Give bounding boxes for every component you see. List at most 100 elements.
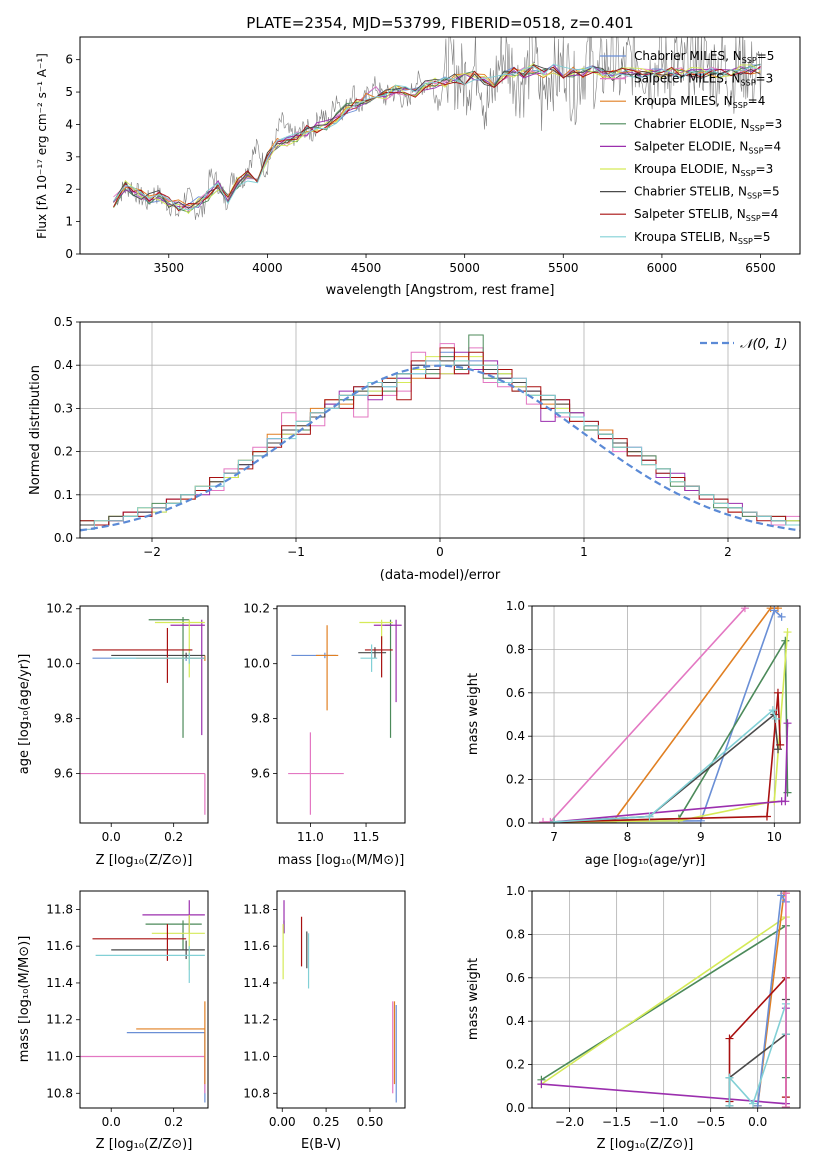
axes-frame	[276, 890, 406, 1109]
y-tick-label: 11.6	[46, 939, 73, 953]
mass-weight-marker	[781, 636, 790, 645]
mass-weight-line	[553, 608, 783, 823]
x-tick-label: 0.0	[102, 1115, 121, 1129]
legend-label: Chabrier ELODIE, NSSP=3	[634, 117, 782, 133]
axes-frame	[79, 321, 801, 539]
y-tick-label: 9.6	[251, 767, 270, 781]
y-tick-label: 0.2	[506, 1058, 525, 1072]
axes-frame	[531, 605, 801, 824]
mass-weight-marker	[783, 719, 792, 728]
mass-weight-line	[553, 712, 779, 823]
y-tick-label: 11.8	[46, 902, 73, 916]
mass-vs-Z-plot-area: 0.0 0.2 10.8 11.0 11.2 11.4 11.6 11.8	[46, 890, 209, 1129]
x-tick-label: 0.2	[164, 830, 183, 844]
mass-weight-line	[553, 637, 789, 823]
y-tick-label: 0.4	[506, 1014, 525, 1028]
mass-weight-marker	[771, 714, 780, 723]
y-tick-label: 0.5	[54, 315, 73, 329]
x-tick-label: 0.0	[748, 1115, 767, 1129]
mass-weight-marker	[773, 688, 782, 697]
y-tick-label: 1.0	[506, 599, 525, 613]
legend-label: Salpeter MILES, NSSP=3	[634, 72, 773, 88]
mass-weight-marker	[783, 628, 792, 637]
spectrum-ylabel: Flux [fλ 10⁻¹⁷ erg cm⁻² s⁻¹ A⁻¹]	[35, 53, 49, 239]
mass-vs-ebv-plot-area: 0.00 0.25 0.50 10.8 11.0 11.2 11.4 11.6 11.8	[243, 890, 406, 1129]
x-tick-label: −0.5	[696, 1115, 725, 1129]
mass-vs-ebv-panel: 0.00 0.25 0.50 10.8 11.0 11.2 11.4 11.6 11.8 E(B…	[243, 890, 406, 1152]
mass-weight-marker	[781, 797, 790, 806]
y-tick-label: 9.6	[54, 767, 73, 781]
x-tick-label: −1.0	[649, 1115, 678, 1129]
y-tick-label: 0.0	[506, 816, 525, 830]
y-tick-label: 2	[65, 182, 73, 196]
mass-weight-marker	[781, 891, 790, 898]
y-tick-label: 0.2	[54, 445, 73, 459]
mass-weight-marker	[777, 612, 786, 621]
age-vs-mass-xlabel: mass [log₁₀(M/M⊙)]	[278, 853, 405, 868]
x-tick-label: 0.25	[313, 1115, 340, 1129]
mass-weight-marker	[537, 1080, 546, 1089]
x-tick-label: 5500	[548, 261, 579, 275]
mass-weight-line	[543, 607, 746, 823]
y-tick-label: 6	[65, 53, 73, 67]
x-tick-label: 6000	[647, 261, 678, 275]
model-spectrum-line	[113, 63, 761, 211]
x-tick-label: 0.2	[164, 1115, 183, 1129]
legend-label: Chabrier MILES, NSSP=5	[634, 49, 774, 65]
y-tick-label: 5	[65, 85, 73, 99]
y-tick-label: 0.6	[506, 686, 525, 700]
x-tick-label: 11.5	[353, 830, 380, 844]
weight-vs-age-xlabel: age [log₁₀(age/yr)]	[585, 853, 706, 868]
mass-weight-marker	[740, 606, 749, 613]
mass-weight-marker	[776, 740, 785, 749]
plot-content	[80, 616, 206, 815]
x-tick-label: −1.5	[602, 1115, 631, 1129]
age-vs-mass-panel: 11.0 11.5 9.6 9.8 10.0 10.2 mass [log₁₀(M/M⊙)…	[243, 602, 406, 868]
y-tick-label: 9.8	[251, 712, 270, 726]
mass-weight-marker	[770, 606, 779, 615]
y-tick-label: 10.2	[46, 602, 73, 616]
x-tick-label: 5000	[449, 261, 480, 275]
x-tick-label: −2	[143, 545, 161, 559]
normal-distribution-curve	[80, 364, 800, 532]
x-tick-label: 0.00	[269, 1115, 296, 1129]
age-vs-mass-plot-area: 11.0 11.5 9.6 9.8 10.0 10.2	[243, 602, 406, 844]
residual-ylabel: Normed distribution	[28, 365, 43, 495]
age-vs-Z-panel: 0.0 0.2 9.6 9.8 10.0 10.2 Z [log₁₀(Z/Z⊙)] age…	[17, 602, 209, 868]
legend-label: Salpeter STELIB, NSSP=4	[634, 207, 778, 223]
weight-vs-Z-plot-area: −2.0 −1.5 −1.0 −0.5 0.0 0.0 0.2 0.4 0.6 0.8 1.0	[506, 884, 801, 1129]
mass-weight-marker	[777, 891, 786, 900]
x-tick-label: 4000	[252, 261, 283, 275]
age-vs-Z-plot-area: 0.0 0.2 9.6 9.8 10.0 10.2	[46, 602, 209, 844]
model-spectrum-line	[113, 63, 761, 215]
mass-weight-marker	[773, 745, 782, 754]
age-vs-Z-ylabel: age [log₁₀(age/yr)]	[17, 654, 32, 775]
axes-frame	[79, 605, 209, 824]
y-tick-label: 10.2	[243, 602, 270, 616]
plot-content	[113, 37, 762, 220]
spectrum-xlabel: wavelength [Angstrom, rest frame]	[326, 283, 555, 298]
y-tick-label: 0	[65, 247, 73, 261]
residual-panel: −2 −1 0 1 2 0.0 0.1 0.2 0.3 0.4 0.5 𝒩(0, 1) (data-m…	[28, 315, 801, 583]
x-tick-label: 1	[580, 545, 588, 559]
legend-label: Chabrier STELIB, NSSP=5	[634, 185, 780, 201]
x-tick-label: −2.0	[555, 1115, 584, 1129]
weight-vs-age-panel: 7 8 9 10 0.0 0.2 0.4 0.6 0.8 1.0 age [log₁₀(age/y…	[466, 599, 801, 868]
mass-weight-marker	[539, 817, 548, 823]
y-tick-label: 0.3	[54, 401, 73, 415]
age-vs-Z-xlabel: Z [log₁₀(Z/Z⊙)]	[96, 853, 193, 868]
axes-frame	[79, 36, 801, 255]
y-tick-label: 11.4	[46, 976, 73, 990]
legend-label: Kroupa ELODIE, NSSP=3	[634, 162, 773, 178]
y-tick-label: 11.2	[46, 1013, 73, 1027]
x-tick-label: 0.50	[357, 1115, 384, 1129]
mass-vs-Z-panel: 0.0 0.2 10.8 11.0 11.2 11.4 11.6 11.8 Z [log₁₀(…	[17, 890, 209, 1152]
axes-frame	[79, 890, 209, 1109]
mass-weight-marker	[768, 706, 777, 715]
mass-vs-Z-ylabel: mass [log₁₀(M/M⊙)]	[17, 936, 32, 1063]
y-tick-label: 11.0	[46, 1050, 73, 1064]
mass-vs-Z-xlabel: Z [log₁₀(Z/Z⊙)]	[96, 1137, 193, 1152]
mass-weight-marker	[753, 1101, 762, 1108]
y-tick-label: 0.4	[506, 729, 525, 743]
spectrum-plot-area: 3500 4000 4500 5000 5500 6000 6500 0 1 2 3 4 5 6 Chabr…	[65, 36, 801, 275]
